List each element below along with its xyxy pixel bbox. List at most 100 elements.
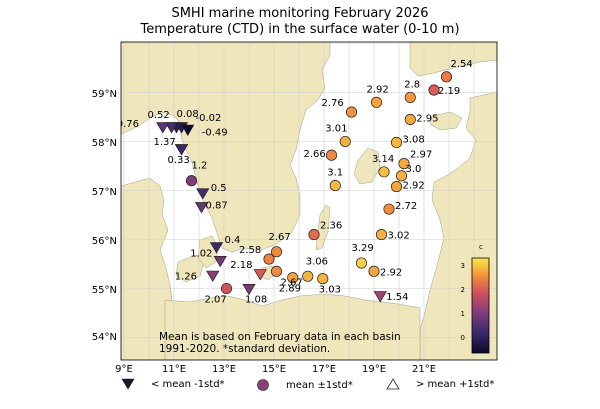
station-marker-circle bbox=[325, 149, 338, 161]
legend-above-label: > mean +1std* bbox=[416, 378, 495, 390]
lon-tick: 9°E bbox=[115, 364, 133, 375]
station-marker-triangle-down bbox=[242, 283, 256, 296]
station-label: 2.72 bbox=[395, 201, 417, 212]
station-marker-circle bbox=[395, 170, 408, 182]
station-label: 0.76 bbox=[117, 119, 139, 130]
grid bbox=[121, 42, 497, 360]
colorbar-tick: 3 bbox=[461, 262, 465, 270]
lon-tick: 19°E bbox=[362, 364, 386, 375]
station-label: 2.58 bbox=[239, 245, 261, 256]
station-marker-triangle-down bbox=[373, 291, 387, 303]
southern-coast-land bbox=[164, 293, 421, 360]
station-label: 2.66 bbox=[304, 149, 326, 160]
station-marker-circle bbox=[308, 229, 320, 241]
lon-tick: 15°E bbox=[262, 364, 286, 375]
station-label: 2.92 bbox=[367, 84, 389, 95]
station-marker-circle bbox=[375, 229, 388, 241]
colorbar: c 3 2 1 0 bbox=[461, 243, 490, 354]
station-label: 2.92 bbox=[380, 267, 402, 278]
map-area: 0.08 0.52 0.76 -0.02 -0.49 1.37 0.331.20.5 0.87… bbox=[117, 42, 497, 360]
station-marker-triangle-down bbox=[156, 122, 170, 134]
lat-tick: 55°N bbox=[92, 285, 117, 296]
station-label: 0.4 bbox=[225, 235, 241, 246]
station-marker-circle bbox=[390, 181, 403, 193]
lon-tick: 17°E bbox=[312, 364, 336, 375]
station-marker-circle bbox=[263, 253, 275, 265]
station-marker-circle bbox=[390, 136, 403, 149]
station-marker-circle bbox=[404, 91, 416, 103]
legend-below-label: < mean -1std* bbox=[151, 378, 225, 390]
station-marker-circle bbox=[404, 113, 416, 125]
circle-icon bbox=[257, 379, 269, 391]
station-label: -0.49 bbox=[202, 127, 228, 138]
scandinavia-land bbox=[121, 42, 331, 253]
station-marker-circle bbox=[220, 282, 233, 295]
station-marker-circle bbox=[383, 203, 395, 215]
station-marker-circle bbox=[440, 71, 453, 83]
station-marker-circle bbox=[339, 135, 351, 148]
finland-land bbox=[409, 42, 497, 77]
station-label: 2.67 bbox=[281, 277, 303, 288]
station-label: 2.19 bbox=[438, 86, 460, 97]
gotland-land bbox=[353, 147, 381, 185]
station-marker-triangle-down bbox=[213, 256, 227, 268]
station-marker-circle bbox=[370, 96, 383, 108]
station-marker-triangle-down bbox=[194, 202, 209, 214]
station-label: 3.06 bbox=[306, 256, 328, 267]
station-marker-triangle-down bbox=[164, 122, 179, 134]
axis-ticks: 9°E 11°E 13°E 15°E 17°E 19°E 21°E 59°N 5… bbox=[92, 89, 436, 375]
station-marker-triangle-down bbox=[206, 270, 220, 282]
station-marker-circle bbox=[302, 270, 314, 282]
station-label: 0.87 bbox=[206, 201, 228, 212]
station-label: 3.0 bbox=[406, 164, 422, 175]
station-label: -0.02 bbox=[196, 113, 222, 124]
station-label: 2.89 bbox=[279, 284, 301, 295]
map-frame bbox=[120, 41, 498, 361]
station-marker-circle bbox=[329, 180, 341, 192]
station-label: 1.37 bbox=[154, 137, 176, 148]
station-label: 3.02 bbox=[388, 231, 410, 242]
station-label: 2.95 bbox=[416, 113, 438, 124]
station-marker-triangle-down bbox=[253, 269, 267, 281]
station-marker-circle bbox=[287, 272, 299, 284]
note-line-1: Mean is based on February data in each b… bbox=[159, 331, 401, 343]
station-label: 3.03 bbox=[319, 285, 341, 296]
title-line-1: SMHI marine monitoring February 2026 bbox=[171, 6, 429, 21]
station-label: 3.08 bbox=[403, 134, 425, 145]
station-label: 3.01 bbox=[325, 124, 347, 135]
station-label: 2.54 bbox=[451, 59, 473, 70]
station-marker-circle bbox=[428, 84, 440, 96]
station-marker-circle bbox=[345, 106, 358, 118]
station-label: 2.36 bbox=[320, 221, 342, 232]
colorbar-tick: 1 bbox=[461, 310, 465, 318]
station-label: 3.14 bbox=[372, 154, 394, 165]
station-label: 1.2 bbox=[192, 161, 208, 172]
lon-tick: 13°E bbox=[212, 364, 236, 375]
note-line-2: 1991-2020. *standard deviation. bbox=[159, 343, 331, 355]
station-marker-circle bbox=[378, 166, 390, 178]
triangle-down-icon bbox=[121, 378, 135, 390]
station-label: 1.26 bbox=[175, 271, 197, 282]
danish-islands-land bbox=[175, 254, 205, 283]
station-labels: 0.08 0.52 0.76 -0.02 -0.49 1.37 0.331.20.5 0.87… bbox=[117, 59, 473, 306]
saaremaa-land bbox=[429, 111, 463, 131]
station-label: 2.92 bbox=[403, 181, 425, 192]
stations bbox=[156, 71, 453, 303]
station-marker-triangle-down bbox=[174, 144, 189, 156]
triangle-up-icon bbox=[386, 378, 400, 390]
station-marker-circle bbox=[270, 246, 283, 258]
lon-tick: 21°E bbox=[412, 364, 436, 375]
legend-within: mean ±1std* bbox=[256, 378, 353, 392]
station-label: 2.18 bbox=[230, 260, 252, 271]
legend-within-label: mean ±1std* bbox=[286, 379, 353, 391]
colorbar-gradient bbox=[471, 257, 490, 354]
colorbar-tick: 0 bbox=[461, 334, 465, 342]
station-marker-triangle-down bbox=[196, 188, 210, 200]
lat-tick: 54°N bbox=[92, 332, 117, 343]
station-label: 0.52 bbox=[148, 110, 170, 121]
legend-below: < mean -1std* bbox=[121, 378, 225, 390]
station-label: 1.08 bbox=[245, 295, 267, 306]
station-label: 2.67 bbox=[269, 232, 291, 243]
map-note: Mean is based on February data in each b… bbox=[159, 331, 401, 355]
